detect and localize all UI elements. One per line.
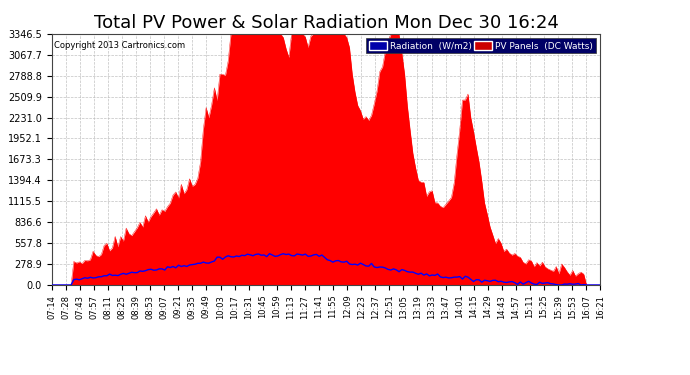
- Legend: Radiation  (W/m2), PV Panels  (DC Watts): Radiation (W/m2), PV Panels (DC Watts): [366, 38, 595, 53]
- Title: Total PV Power & Solar Radiation Mon Dec 30 16:24: Total PV Power & Solar Radiation Mon Dec…: [94, 14, 558, 32]
- Text: Copyright 2013 Cartronics.com: Copyright 2013 Cartronics.com: [55, 41, 186, 50]
